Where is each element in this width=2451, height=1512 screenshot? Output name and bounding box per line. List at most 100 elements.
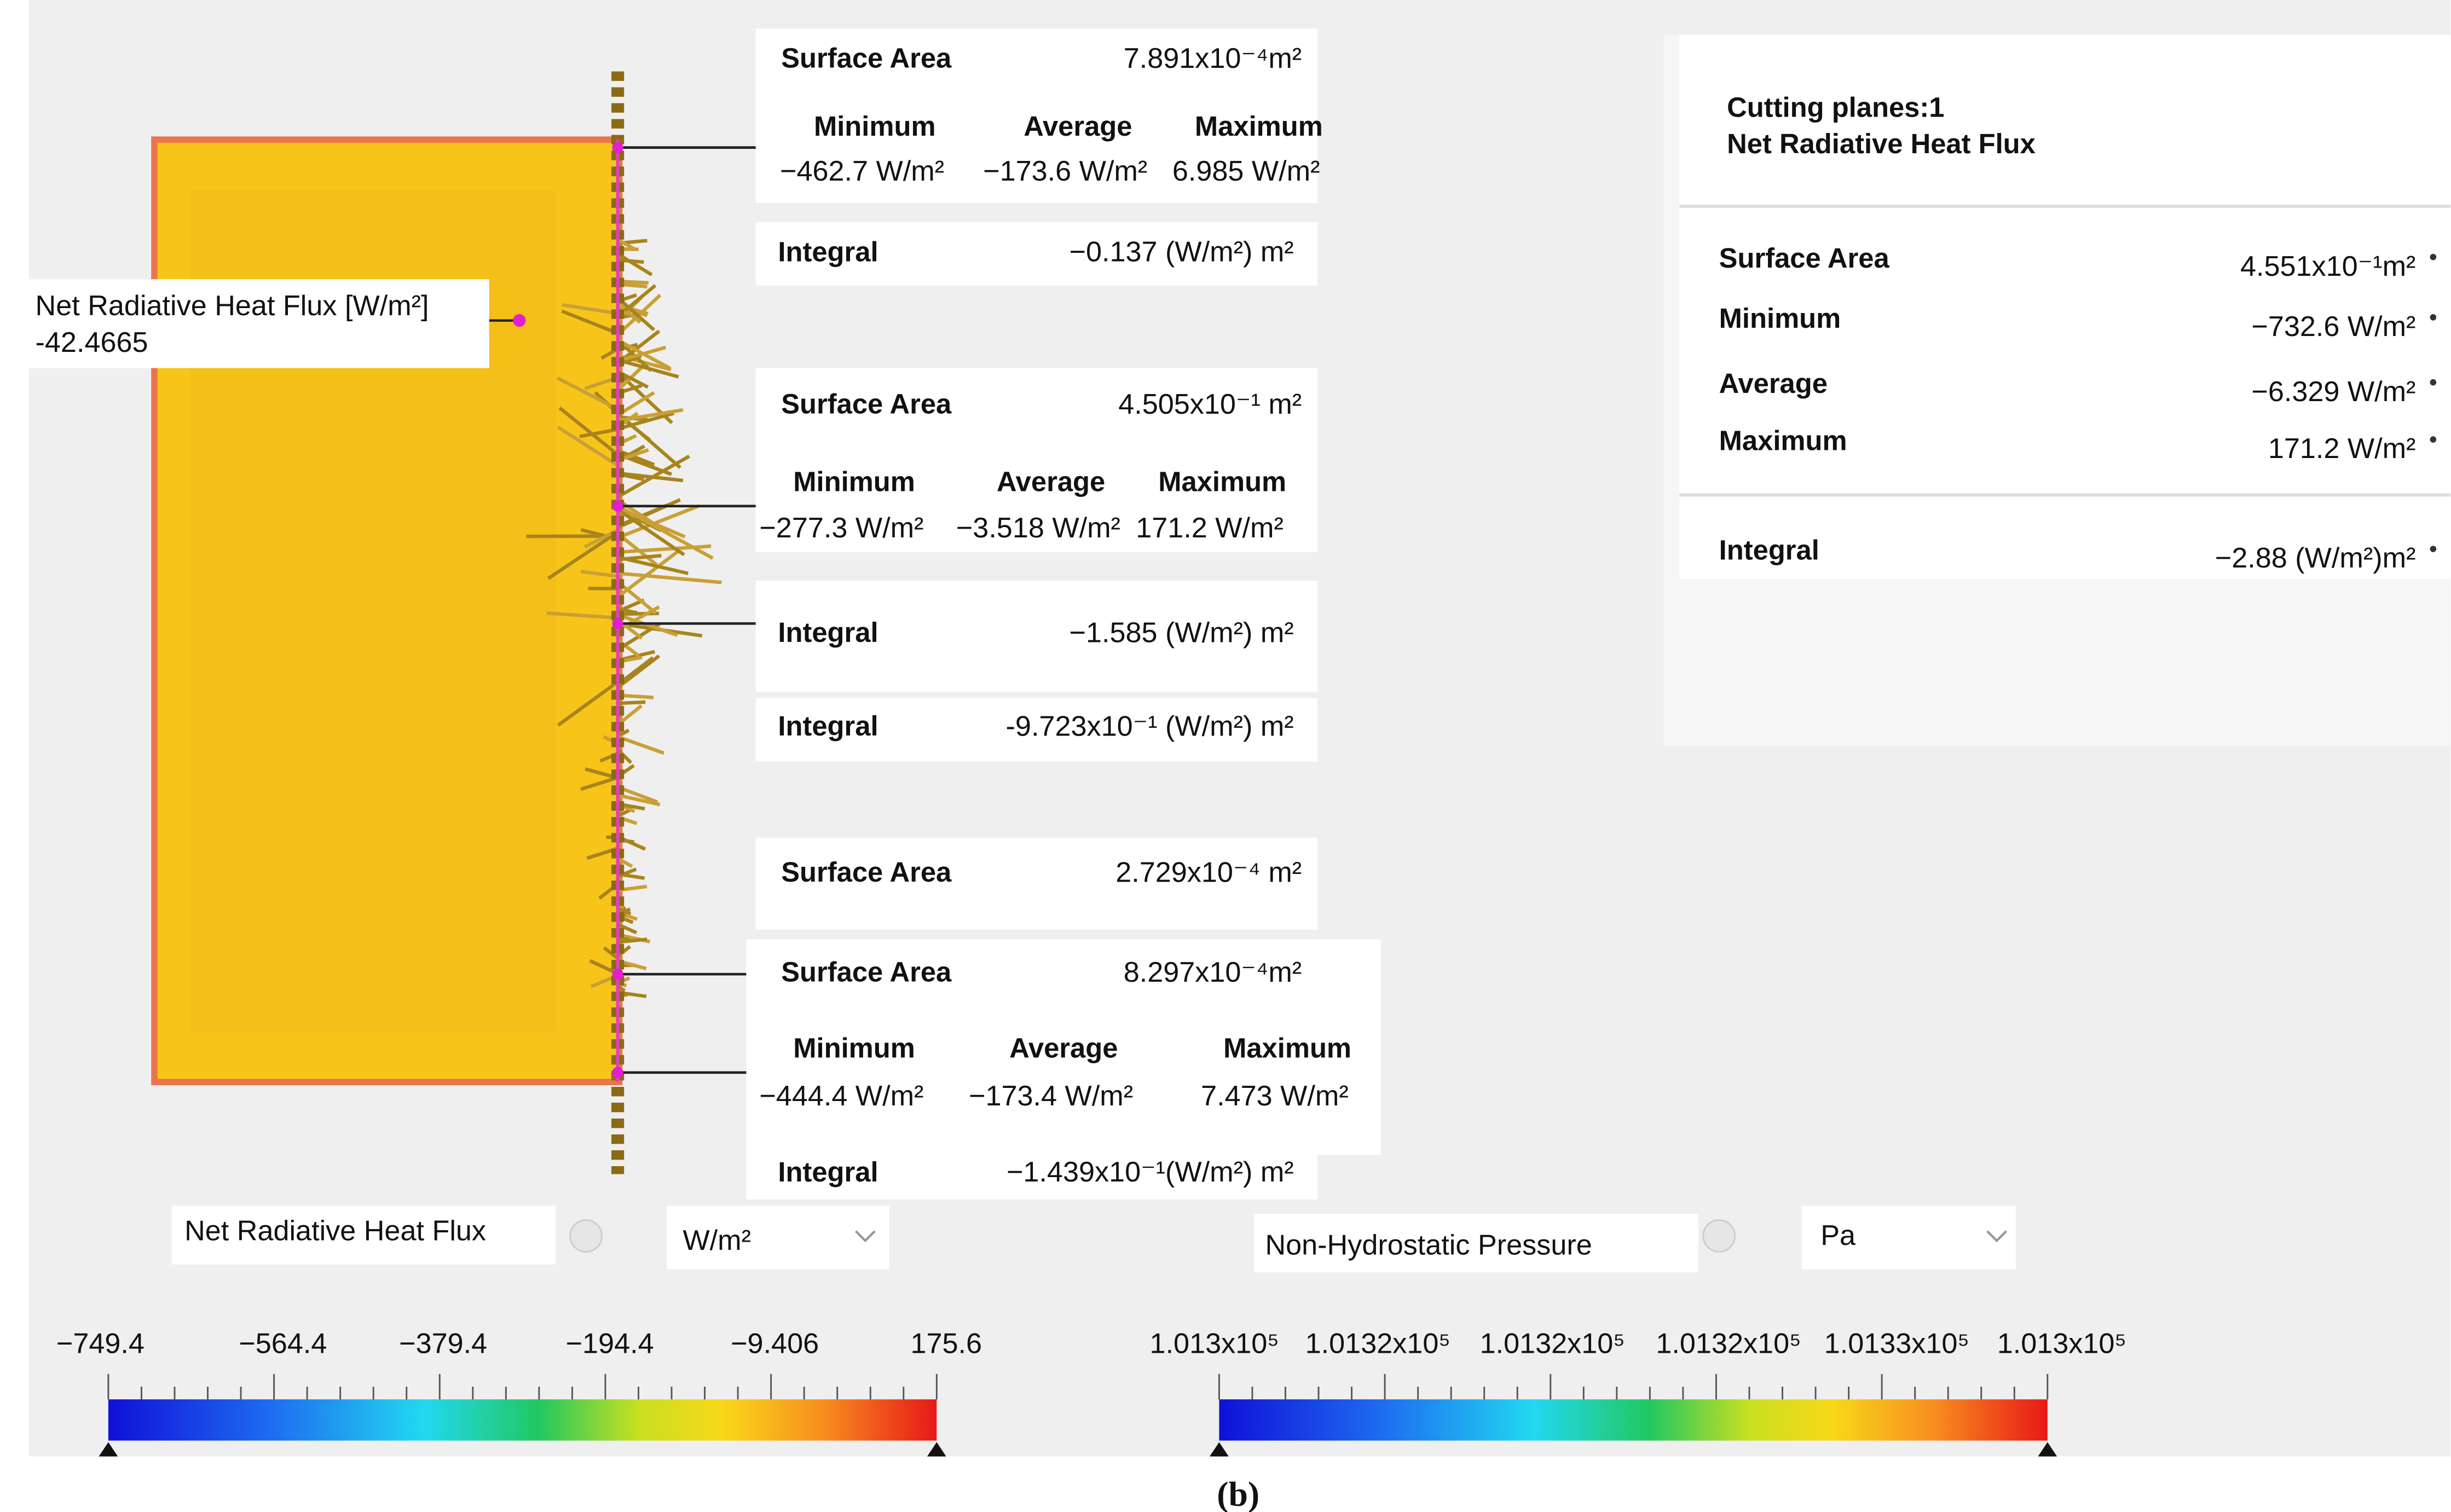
- vector: [556, 376, 619, 411]
- stat-label: Average: [997, 466, 1105, 497]
- row-marker: [2430, 436, 2437, 443]
- scale-label: −9.406: [731, 1328, 819, 1359]
- row-label: Average: [1719, 368, 1828, 399]
- scale-label: 175.6: [910, 1328, 982, 1359]
- probe-point: [612, 500, 623, 512]
- surface-area-label: Surface Area: [781, 856, 952, 888]
- vector: [546, 611, 618, 620]
- stat-value: 6.985 W/m²: [1172, 155, 1320, 187]
- integral-label: Integral: [778, 1156, 878, 1187]
- row-value: −6.329 W/m²: [2251, 376, 2415, 408]
- probe-boxes: Surface Area 7.891x10⁻⁴m² Minimum −462.7 W/…: [746, 28, 1381, 1200]
- settings-icon[interactable]: [569, 1219, 603, 1253]
- probe-box: [755, 368, 1318, 552]
- stat-value: −462.7 W/m²: [780, 155, 944, 187]
- range-handle[interactable]: [1210, 1442, 1229, 1457]
- vector: [616, 654, 661, 689]
- row-label: Surface Area: [1719, 242, 1890, 274]
- probe-label-box: [28, 279, 489, 368]
- range-handle[interactable]: [927, 1442, 946, 1457]
- color-scale: [108, 1399, 937, 1441]
- surface-area-value: 8.297x10⁻⁴m²: [1124, 957, 1302, 988]
- stat-label: Average: [1024, 111, 1132, 142]
- dropdown-chevron[interactable]: [854, 1230, 876, 1243]
- quantity-name: Net Radiative Heat Flux: [184, 1215, 486, 1247]
- integral-label: Integral: [778, 617, 878, 648]
- vector: [617, 808, 631, 818]
- panel-title: Net Radiative Heat Flux: [1727, 128, 2036, 159]
- row-marker: [2430, 379, 2437, 386]
- vector: [617, 412, 675, 431]
- probe-point: [612, 969, 623, 980]
- scale-label: −194.4: [566, 1328, 654, 1359]
- vector: [617, 923, 638, 935]
- vector: [617, 544, 712, 554]
- surface-area-value: 2.729x10⁻⁴ m²: [1115, 856, 1302, 888]
- summary-rows: Surface Area 4.551x10⁻¹m² Minimum −732.6 W/…: [1719, 242, 2437, 574]
- stat-value: −173.6 W/m²: [983, 155, 1147, 187]
- probe-box: [755, 28, 1318, 204]
- quantity-select[interactable]: [171, 1206, 556, 1265]
- probe-box: [755, 837, 1318, 930]
- probe-point: [513, 314, 526, 327]
- vector: [617, 258, 644, 264]
- caption: (b): [1217, 1475, 1259, 1512]
- stat-label: Minimum: [793, 466, 915, 497]
- color-scale: [1219, 1399, 2048, 1441]
- vector: [616, 252, 653, 276]
- row-marker: [2430, 314, 2437, 321]
- integral-box: [755, 581, 1318, 692]
- dropdown-chevron[interactable]: [1986, 1230, 2007, 1243]
- probe-box: [746, 939, 1381, 1155]
- quantity-select[interactable]: [1254, 1213, 1698, 1273]
- vector: [616, 499, 662, 530]
- vector: [617, 338, 671, 370]
- stat-value: 171.2 W/m²: [1136, 512, 1284, 544]
- vector: [617, 554, 662, 561]
- stat-label: Maximum: [1158, 466, 1286, 497]
- row-marker: [2430, 546, 2437, 552]
- stat-label: Maximum: [1223, 1033, 1351, 1064]
- stat-value: −444.4 W/m²: [759, 1080, 923, 1112]
- row-label: Minimum: [1719, 303, 1841, 334]
- row-value: 4.551x10⁻¹m²: [2240, 251, 2415, 282]
- vector: [617, 728, 630, 738]
- vector: [617, 937, 648, 944]
- vector: [616, 532, 658, 566]
- row-label: Integral: [1719, 534, 1819, 565]
- scale-label: 1.0132x10⁵: [1480, 1328, 1625, 1359]
- range-handle[interactable]: [99, 1442, 118, 1457]
- unit-name: W/m²: [683, 1225, 751, 1256]
- probe-point: [612, 618, 623, 629]
- vector: [617, 735, 665, 755]
- range-handle[interactable]: [2038, 1442, 2057, 1457]
- integral-label: Integral: [778, 236, 878, 267]
- vector: [616, 508, 685, 557]
- surface-area-label: Surface Area: [781, 957, 952, 988]
- scale-label: −749.4: [56, 1328, 144, 1359]
- vector: [617, 454, 690, 499]
- scale-label: 1.0132x10⁵: [1305, 1328, 1450, 1359]
- surface-area-value: 7.891x10⁻⁴m²: [1124, 43, 1302, 74]
- scale-label: 1.0133x10⁵: [1824, 1328, 1969, 1359]
- integral-box: [746, 1155, 1318, 1200]
- vector: [617, 872, 645, 880]
- probe-point: [612, 142, 623, 153]
- settings-icon[interactable]: [1702, 1219, 1736, 1253]
- integral-value: −0.137 (W/m²) m²: [1069, 236, 1293, 268]
- integral-box: [755, 222, 1318, 286]
- probe-point: [612, 1067, 623, 1079]
- probe-value: -42.4665: [36, 327, 148, 358]
- surface-area-value: 4.505x10⁻¹ m²: [1118, 389, 1302, 420]
- vector: [580, 775, 618, 791]
- vector: [558, 406, 619, 456]
- vector: [617, 857, 633, 868]
- vector: [579, 427, 618, 438]
- unit-select[interactable]: [667, 1206, 889, 1270]
- unit-select[interactable]: [1801, 1206, 2016, 1270]
- scale-label: 1.013x10⁵: [1150, 1328, 1279, 1359]
- vector: [616, 748, 633, 764]
- stat-value: −277.3 W/m²: [759, 512, 923, 544]
- scale-label: 1.0132x10⁵: [1656, 1328, 1801, 1359]
